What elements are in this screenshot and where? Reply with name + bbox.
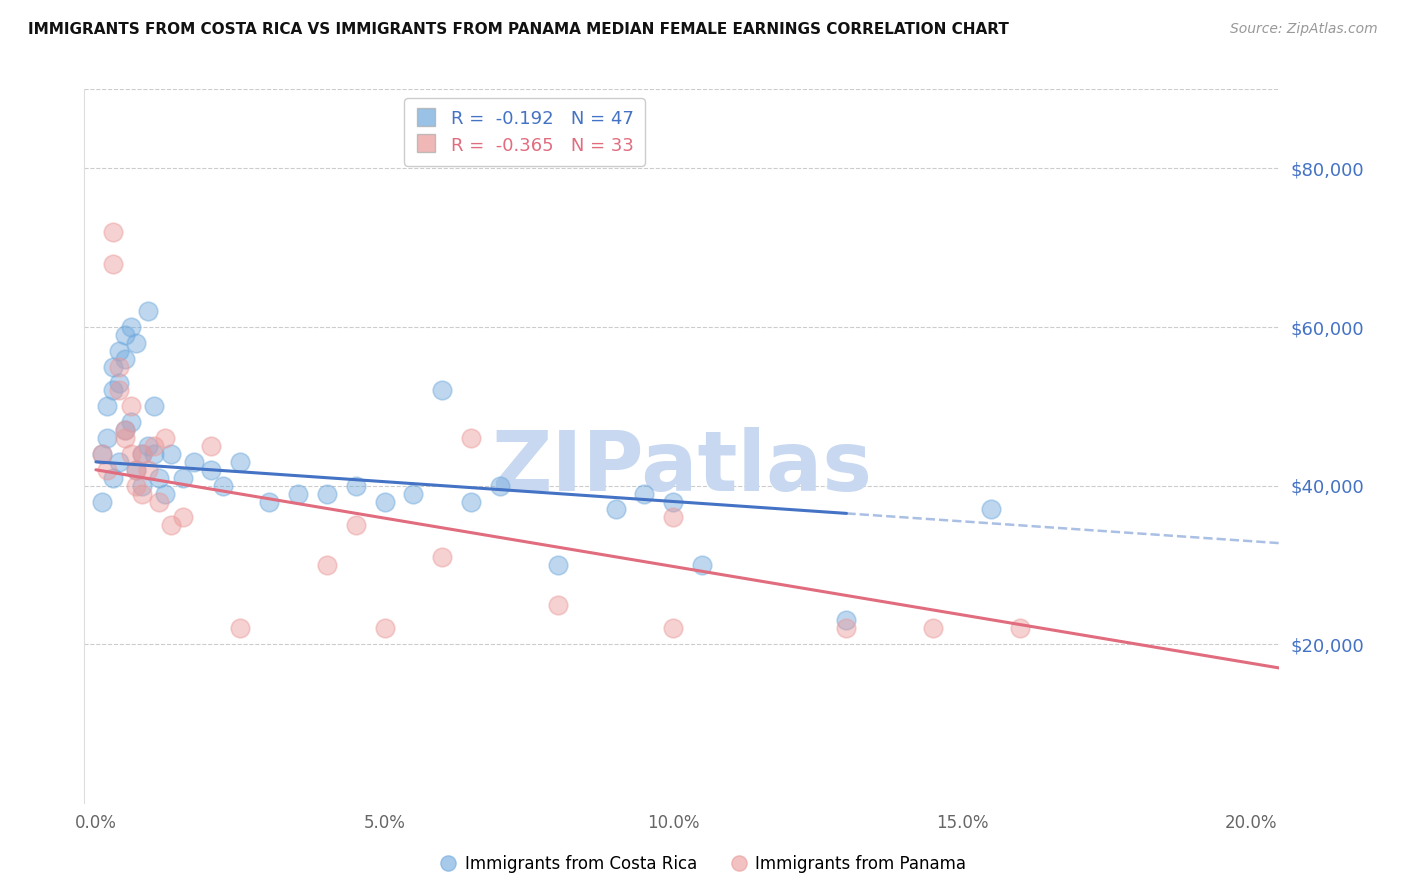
Point bbox=[90, 447, 112, 461]
Point bbox=[153, 431, 176, 445]
Point bbox=[142, 447, 165, 461]
Point bbox=[153, 486, 176, 500]
Point bbox=[108, 455, 131, 469]
Point bbox=[374, 621, 396, 635]
Point bbox=[172, 471, 194, 485]
Point bbox=[114, 351, 136, 366]
Point bbox=[835, 614, 858, 628]
Legend: Immigrants from Costa Rica, Immigrants from Panama: Immigrants from Costa Rica, Immigrants f… bbox=[433, 848, 973, 880]
Point bbox=[125, 463, 148, 477]
Point bbox=[460, 494, 482, 508]
Point bbox=[662, 510, 685, 524]
Point bbox=[489, 478, 512, 492]
Point bbox=[108, 376, 131, 390]
Point bbox=[114, 423, 136, 437]
Point bbox=[1008, 621, 1031, 635]
Point bbox=[136, 439, 159, 453]
Point bbox=[633, 486, 655, 500]
Point bbox=[605, 502, 627, 516]
Point bbox=[922, 621, 945, 635]
Point bbox=[148, 471, 170, 485]
Text: Source: ZipAtlas.com: Source: ZipAtlas.com bbox=[1230, 22, 1378, 37]
Point bbox=[125, 335, 148, 350]
Point bbox=[103, 384, 125, 398]
Point bbox=[402, 486, 425, 500]
Point bbox=[114, 431, 136, 445]
Point bbox=[114, 423, 136, 437]
Point bbox=[432, 384, 454, 398]
Point bbox=[120, 415, 142, 429]
Point bbox=[90, 447, 112, 461]
Point bbox=[108, 343, 131, 358]
Point bbox=[257, 494, 280, 508]
Point bbox=[460, 431, 482, 445]
Point bbox=[547, 558, 569, 572]
Point bbox=[835, 621, 858, 635]
Point bbox=[136, 304, 159, 318]
Point bbox=[125, 478, 148, 492]
Point bbox=[108, 384, 131, 398]
Point bbox=[212, 478, 235, 492]
Point bbox=[131, 447, 153, 461]
Point bbox=[229, 621, 252, 635]
Point bbox=[980, 502, 1002, 516]
Point bbox=[690, 558, 713, 572]
Point bbox=[120, 447, 142, 461]
Point bbox=[142, 400, 165, 414]
Point bbox=[131, 478, 153, 492]
Point bbox=[344, 478, 367, 492]
Point bbox=[183, 455, 205, 469]
Point bbox=[103, 471, 125, 485]
Point bbox=[120, 400, 142, 414]
Point bbox=[96, 463, 118, 477]
Point bbox=[96, 400, 118, 414]
Point bbox=[229, 455, 252, 469]
Point bbox=[432, 549, 454, 564]
Point bbox=[114, 328, 136, 343]
Point bbox=[160, 447, 183, 461]
Point bbox=[315, 558, 337, 572]
Point bbox=[160, 518, 183, 533]
Point bbox=[662, 621, 685, 635]
Point bbox=[103, 225, 125, 239]
Point bbox=[120, 320, 142, 334]
Point bbox=[172, 510, 194, 524]
Point bbox=[103, 359, 125, 374]
Point bbox=[136, 463, 159, 477]
Point bbox=[200, 463, 222, 477]
Point bbox=[662, 494, 685, 508]
Point bbox=[148, 494, 170, 508]
Point bbox=[200, 439, 222, 453]
Point bbox=[374, 494, 396, 508]
Text: ZIPatlas: ZIPatlas bbox=[492, 427, 872, 508]
Point bbox=[287, 486, 309, 500]
Text: IMMIGRANTS FROM COSTA RICA VS IMMIGRANTS FROM PANAMA MEDIAN FEMALE EARNINGS CORR: IMMIGRANTS FROM COSTA RICA VS IMMIGRANTS… bbox=[28, 22, 1010, 37]
Point bbox=[103, 257, 125, 271]
Legend: R =  -0.192   N = 47, R =  -0.365   N = 33: R = -0.192 N = 47, R = -0.365 N = 33 bbox=[404, 98, 645, 166]
Point bbox=[108, 359, 131, 374]
Point bbox=[315, 486, 337, 500]
Point bbox=[131, 447, 153, 461]
Point bbox=[96, 431, 118, 445]
Point bbox=[344, 518, 367, 533]
Point bbox=[90, 494, 112, 508]
Point bbox=[131, 486, 153, 500]
Point bbox=[142, 439, 165, 453]
Point bbox=[547, 598, 569, 612]
Point bbox=[125, 463, 148, 477]
